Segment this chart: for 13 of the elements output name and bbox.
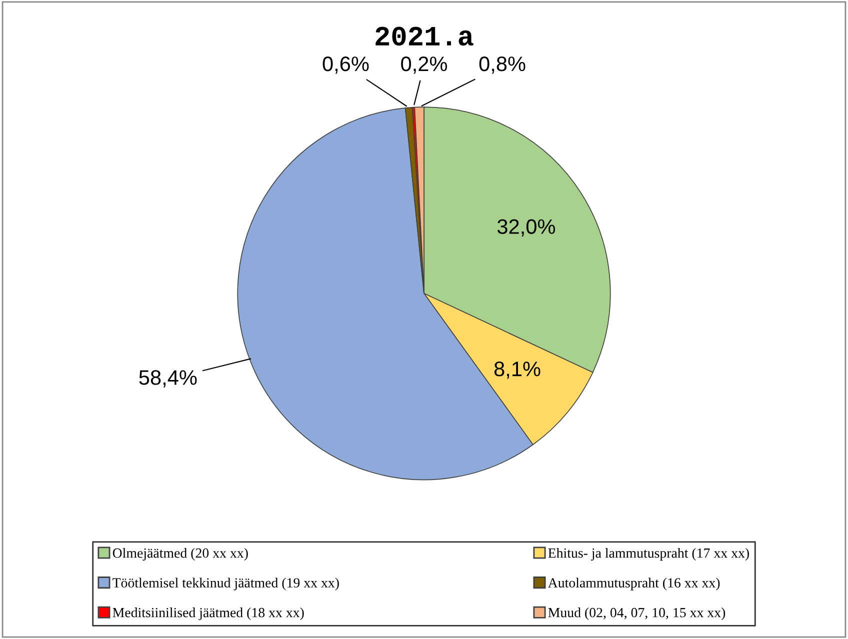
- data-label: 0,2%: [401, 56, 448, 74]
- legend-label: Meditsiinilised jäätmed (18 xx xx): [112, 608, 304, 620]
- legend-label: Autolammutuspraht (16 xx xx): [548, 578, 720, 590]
- legend-label: Töötlemisel tekkinud jäätmed (19 xx xx): [112, 578, 339, 590]
- chart-title: 2021.a: [376, 26, 474, 46]
- legend-label: Ehitus- ja lammutuspraht (17 xx xx): [548, 548, 749, 561]
- data-label: 8,1%: [494, 362, 540, 379]
- data-label: 0,6%: [322, 56, 369, 74]
- data-label: 0,8%: [479, 56, 526, 74]
- legend-label: Muud (02, 04, 07, 10, 15 xx xx): [548, 608, 726, 620]
- legend-label: Olmejäätmed (20 xx xx): [112, 548, 248, 561]
- data-label: 32,0%: [497, 219, 556, 236]
- data-label: 58,4%: [139, 370, 197, 388]
